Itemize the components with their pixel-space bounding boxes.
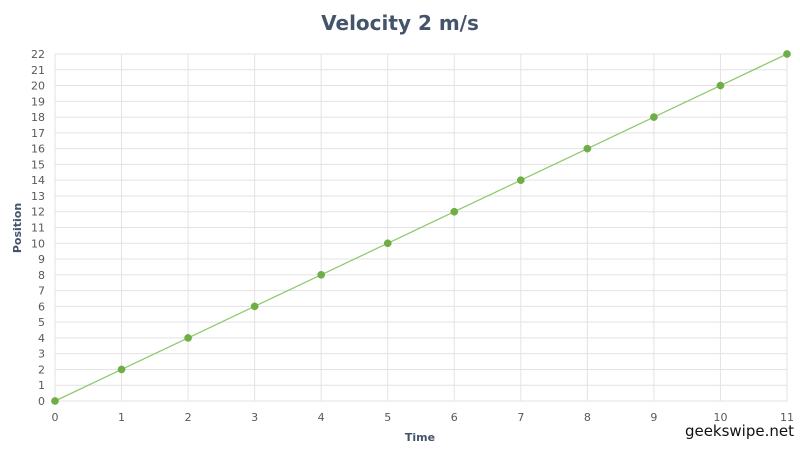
- data-point: [783, 50, 791, 58]
- x-tick-label: 4: [318, 411, 325, 424]
- y-tick-label: 1: [38, 379, 45, 392]
- y-tick-label: 20: [31, 80, 45, 93]
- y-tick-label: 8: [38, 269, 45, 282]
- x-tick-label: 6: [451, 411, 458, 424]
- y-tick-label: 16: [31, 143, 45, 156]
- x-tick-label: 9: [650, 411, 657, 424]
- data-point: [250, 302, 259, 311]
- data-point: [716, 81, 725, 90]
- x-tick-label: 8: [584, 411, 591, 424]
- y-tick-label: 7: [38, 285, 45, 298]
- x-tick-label: 2: [185, 411, 192, 424]
- y-tick-label: 11: [31, 222, 45, 235]
- y-tick-label: 4: [38, 332, 45, 345]
- data-point: [117, 365, 126, 374]
- y-tick-label: 12: [31, 206, 45, 219]
- data-point: [583, 144, 592, 153]
- y-tick-label: 19: [31, 95, 45, 108]
- x-tick-label: 10: [713, 411, 727, 424]
- y-tick-label: 2: [38, 363, 45, 376]
- series-line: [54, 53, 788, 402]
- data-point: [184, 334, 192, 342]
- y-tick-label: 17: [31, 127, 45, 140]
- y-tick-label: 10: [31, 237, 45, 250]
- y-tick-label: 22: [31, 48, 45, 61]
- y-tick-label: 9: [38, 253, 45, 266]
- data-point: [383, 239, 392, 248]
- x-tick-label: 7: [517, 411, 524, 424]
- y-axis-title: Position: [11, 203, 24, 253]
- x-tick-label: 3: [251, 411, 258, 424]
- x-tick-label: 5: [384, 411, 391, 424]
- y-tick-label: 3: [38, 348, 45, 361]
- data-point: [650, 113, 658, 121]
- chart-title: Velocity 2 m/s: [321, 11, 479, 35]
- y-tick-label: 13: [31, 190, 45, 203]
- watermark-text: geekswipe.net: [684, 422, 794, 440]
- y-tick-label: 15: [31, 158, 45, 171]
- data-point: [51, 397, 59, 405]
- series-group: [51, 50, 791, 405]
- data-point: [450, 207, 459, 216]
- y-tick-label: 0: [38, 395, 45, 408]
- x-axis-tick-labels: 0 1 2 3 4 5 6 7 8 9 10 11: [52, 411, 795, 424]
- y-tick-label: 18: [31, 111, 45, 124]
- data-point: [317, 270, 326, 279]
- data-point: [516, 176, 525, 185]
- y-tick-label: 5: [38, 316, 45, 329]
- x-tick-label: 1: [118, 411, 125, 424]
- grid: [54, 53, 788, 402]
- y-tick-label: 14: [31, 174, 45, 187]
- x-tick-label: 11: [780, 411, 794, 424]
- y-tick-label: 21: [31, 64, 45, 77]
- x-tick-label: 0: [52, 411, 59, 424]
- y-tick-label: 6: [38, 300, 45, 313]
- x-axis-title: Time: [405, 431, 435, 444]
